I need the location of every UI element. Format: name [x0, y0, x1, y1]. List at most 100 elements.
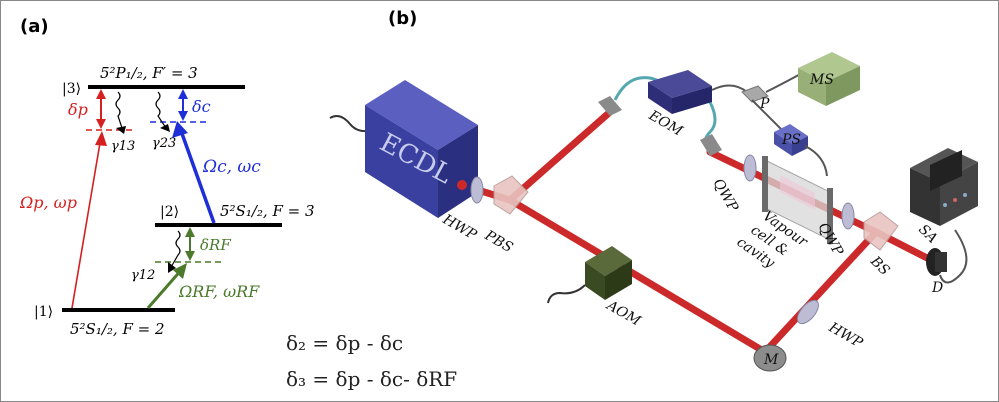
detector-housing	[935, 252, 947, 272]
coupling-arrowhead	[172, 121, 188, 138]
probe-arrowhead	[95, 131, 107, 146]
p-device	[741, 85, 769, 103]
equation-delta-2: δ₂ = δp - δc	[286, 331, 403, 355]
level-3-label: 5²P₁/₂, F′ = 3	[100, 64, 198, 82]
eom-to-p-cable	[711, 84, 748, 93]
delta-c-arrowhead-up	[178, 89, 188, 99]
gamma23-label: γ23	[152, 136, 176, 151]
eom-label: EOM	[645, 107, 686, 140]
eom-side	[672, 86, 712, 114]
sa-cable	[939, 229, 968, 284]
sa-label: SA	[915, 222, 940, 247]
ps-top	[774, 124, 808, 144]
ecdl-top	[365, 80, 478, 150]
gamma13-decay	[115, 91, 123, 129]
delta-p-label: δp	[68, 100, 88, 119]
beam-pbs-to-mirror	[506, 196, 769, 356]
sa-knob-1	[943, 203, 947, 207]
bs-cube	[863, 211, 899, 251]
ms-label: MS	[809, 72, 834, 88]
qwp-1-label: QWP	[710, 176, 742, 215]
equation-delta-3: δ₃ = δp - δc- δRF	[286, 367, 457, 391]
gamma12-decay	[169, 230, 181, 270]
level-3-ket: |3⟩	[62, 81, 81, 97]
beam-pbs-to-fiber	[506, 108, 614, 204]
level-2-ket: |2⟩	[160, 204, 179, 220]
level-1-label: 5²S₁/₂, F = 2	[70, 320, 165, 338]
fiber-coupler-1	[598, 96, 622, 116]
aom-cable	[547, 284, 586, 304]
beam-mirror-to-bs	[761, 228, 880, 356]
ps-device	[774, 124, 808, 156]
delta-p-arrowhead-down	[96, 119, 106, 129]
aom-front	[585, 262, 605, 300]
ps-front	[774, 132, 792, 156]
qwp-2-plate	[841, 202, 855, 230]
omega-rf-label: ΩRF, ωRF	[178, 282, 260, 301]
ecdl-side	[438, 125, 478, 218]
panel-a-label: (a)	[20, 16, 49, 37]
pbs-cube	[493, 175, 529, 215]
hwp-1-plate	[470, 176, 484, 204]
hwp-2-plate	[797, 299, 819, 325]
qwp-2-label: QWP	[815, 220, 847, 259]
cavity-mirror-2	[827, 188, 833, 244]
detector-d	[926, 248, 947, 276]
gamma12-label: γ12	[131, 268, 155, 283]
aom-device	[547, 246, 632, 304]
ms-side	[826, 66, 860, 106]
delta-rf-arrowhead-down	[185, 251, 195, 261]
ms-front	[798, 68, 826, 106]
p-label: P	[759, 96, 770, 112]
omega-c-label: Ωc, ωc	[202, 157, 261, 177]
delta-c-label: δc	[192, 97, 211, 116]
vapour-cell	[780, 175, 815, 210]
gamma13-label: γ13	[111, 139, 135, 154]
pbs-label: PBS	[481, 227, 515, 256]
sa-device	[910, 148, 978, 226]
gamma23-decay	[155, 91, 167, 129]
ps-label: PS	[781, 132, 801, 148]
omega-p-label: Ωp, ωp	[19, 193, 77, 212]
ecdl-aperture	[457, 180, 467, 190]
eom-front	[648, 82, 672, 114]
level-1-ket: |1⟩	[34, 304, 53, 320]
delta-rf-label: δRF	[200, 236, 231, 254]
ms-device	[798, 52, 860, 106]
fiber-path	[598, 76, 722, 156]
eom-top	[648, 70, 712, 98]
sa-knob-3	[963, 193, 967, 197]
hwp-2-label: HWP	[825, 319, 866, 352]
ecdl-front	[365, 105, 438, 218]
aom-side	[605, 260, 632, 300]
mirror-label: M	[763, 352, 779, 368]
ms-top	[798, 52, 860, 82]
panel-b-label: (b)	[388, 8, 417, 29]
coupling-transition	[178, 127, 216, 224]
gamma12-arrowhead	[168, 262, 176, 273]
eom-device	[648, 70, 712, 114]
sa-screen	[930, 150, 962, 191]
qwp-1-plate	[743, 154, 757, 182]
level-2-label: 5²S₁/₂, F = 3	[220, 202, 315, 220]
aom-label: AOM	[602, 297, 643, 330]
hwp-1-label: HWP	[439, 211, 480, 244]
detector-label: D	[931, 280, 943, 296]
gamma13-arrowhead	[116, 126, 126, 134]
ps-side	[792, 136, 808, 156]
ps-cable	[804, 145, 828, 177]
delta-c-arrowhead-down	[178, 111, 188, 121]
rf-transition	[146, 267, 185, 309]
fiber-coupler-2	[700, 134, 722, 156]
gamma23-arrowhead	[160, 124, 170, 132]
aom-top	[585, 246, 632, 276]
p-to-ps-cable	[751, 99, 783, 131]
rf-arrowhead	[173, 263, 187, 279]
sa-knob-2	[953, 198, 957, 202]
mirror-m	[753, 344, 787, 372]
delta-rf-arrowhead-up	[185, 227, 195, 237]
ecdl-laser: ECDL	[329, 80, 478, 218]
vapour-cell-cavity	[762, 156, 833, 244]
